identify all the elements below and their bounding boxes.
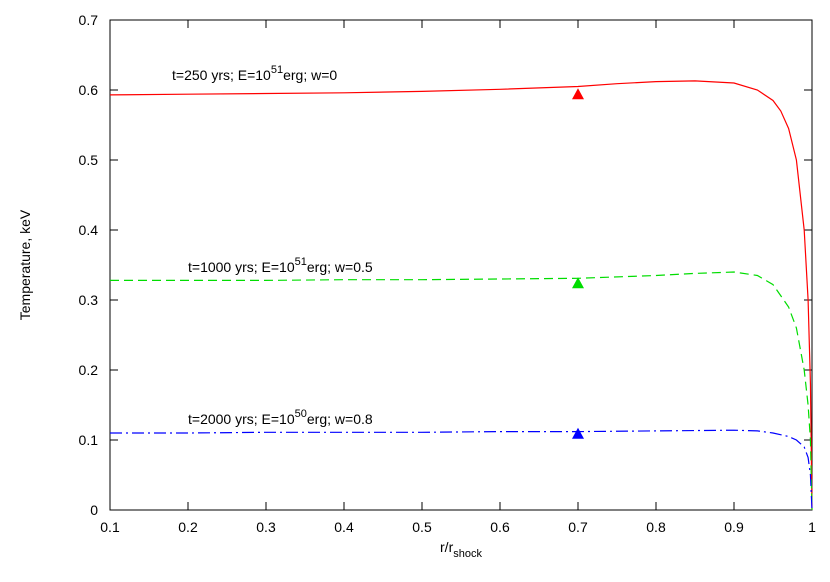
- marker-triangle: [572, 277, 584, 289]
- marker-triangle: [572, 88, 584, 100]
- plot-frame: [109, 19, 813, 511]
- series-label-sup: 51: [271, 64, 283, 76]
- series-label-sup: 51: [295, 256, 307, 268]
- marker-triangle: [572, 427, 584, 439]
- series-label-text: erg; w=0.8: [307, 411, 373, 427]
- x-axis-label-main: r/r: [440, 539, 454, 555]
- series-line: [110, 271, 813, 511]
- y-tick-label: 0.2: [79, 362, 99, 378]
- y-tick-label: 0.1: [79, 432, 99, 448]
- x-tick-label: 0.9: [724, 519, 744, 535]
- series-line: [109, 80, 813, 511]
- x-tick-label: 0.2: [178, 519, 198, 535]
- y-tick-label: 0.4: [79, 222, 99, 238]
- series-label: t=250 yrs; E=1051erg; w=0: [172, 64, 337, 83]
- series-label-text: t=250 yrs; E=10: [172, 67, 271, 83]
- x-tick-label: 0.6: [490, 519, 510, 535]
- y-tick-label: 0: [90, 502, 98, 518]
- x-tick-label: 0.1: [100, 519, 120, 535]
- x-tick-label: 1: [808, 519, 816, 535]
- x-axis-label-sub: shock: [453, 548, 482, 560]
- y-tick-label: 0.5: [79, 152, 99, 168]
- x-tick-label: 0.7: [568, 519, 588, 535]
- y-axis-label: Temperature, keV: [17, 209, 33, 320]
- x-axis-label: r/rshock: [440, 539, 482, 560]
- x-tick-label: 0.8: [646, 519, 666, 535]
- series-line: [110, 429, 813, 511]
- series-label-text: t=1000 yrs; E=10: [188, 259, 295, 275]
- x-tick-label: 0.3: [256, 519, 276, 535]
- series-label-sup: 50: [295, 408, 307, 420]
- y-tick-label: 0.7: [79, 12, 99, 28]
- x-tick-label: 0.5: [412, 519, 432, 535]
- y-tick-label: 0.6: [79, 82, 99, 98]
- series-label-text: erg; w=0: [283, 67, 337, 83]
- series-label-text: erg; w=0.5: [307, 259, 373, 275]
- series-label: t=2000 yrs; E=1050erg; w=0.8: [188, 408, 373, 427]
- series-label: t=1000 yrs; E=1051erg; w=0.5: [188, 256, 373, 275]
- x-tick-label: 0.4: [334, 519, 354, 535]
- series-label-text: t=2000 yrs; E=10: [188, 411, 295, 427]
- y-tick-label: 0.3: [79, 292, 99, 308]
